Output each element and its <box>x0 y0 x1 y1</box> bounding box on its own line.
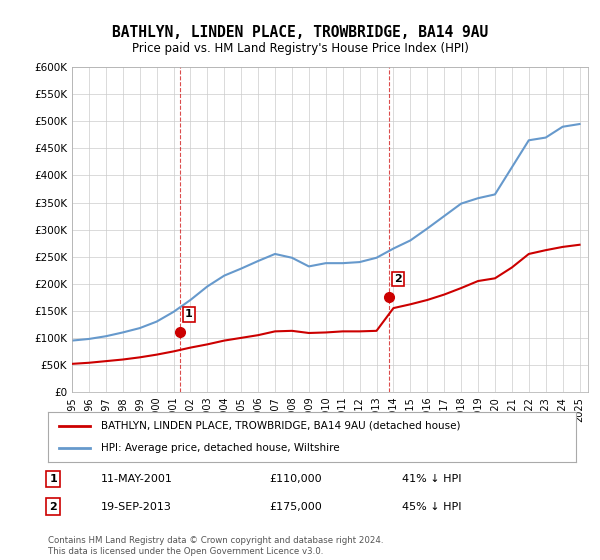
Text: 41% ↓ HPI: 41% ↓ HPI <box>402 474 461 484</box>
Text: BATHLYN, LINDEN PLACE, TROWBRIDGE, BA14 9AU: BATHLYN, LINDEN PLACE, TROWBRIDGE, BA14 … <box>112 25 488 40</box>
Text: 1: 1 <box>185 309 193 319</box>
Text: £110,000: £110,000 <box>270 474 322 484</box>
Text: Price paid vs. HM Land Registry's House Price Index (HPI): Price paid vs. HM Land Registry's House … <box>131 42 469 55</box>
Text: 45% ↓ HPI: 45% ↓ HPI <box>402 502 461 512</box>
Text: 2: 2 <box>49 502 57 512</box>
Text: HPI: Average price, detached house, Wiltshire: HPI: Average price, detached house, Wilt… <box>101 443 340 453</box>
Text: 19-SEP-2013: 19-SEP-2013 <box>101 502 172 512</box>
Text: 11-MAY-2001: 11-MAY-2001 <box>101 474 173 484</box>
Text: Contains HM Land Registry data © Crown copyright and database right 2024.
This d: Contains HM Land Registry data © Crown c… <box>48 536 383 556</box>
Text: £175,000: £175,000 <box>270 502 323 512</box>
Text: 2: 2 <box>394 274 401 284</box>
Text: 1: 1 <box>49 474 57 484</box>
Text: BATHLYN, LINDEN PLACE, TROWBRIDGE, BA14 9AU (detached house): BATHLYN, LINDEN PLACE, TROWBRIDGE, BA14 … <box>101 421 460 431</box>
